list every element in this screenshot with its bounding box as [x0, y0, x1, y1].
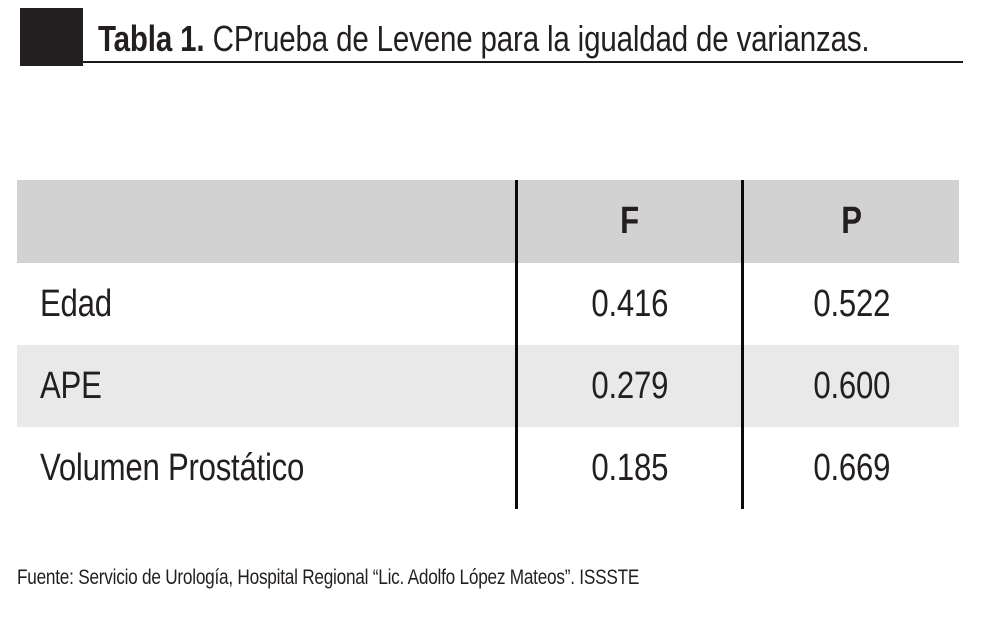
- table-title-text: CPrueba de Levene para la igualdad de va…: [212, 18, 870, 59]
- title-marker-square-icon: [20, 8, 83, 66]
- table-title-number: Tabla 1.: [98, 18, 205, 59]
- table-cell-p: 0.522: [741, 263, 959, 345]
- table-cell-f: 0.185: [515, 427, 741, 509]
- table-header-p: P: [741, 180, 959, 263]
- table-title: Tabla 1. CPrueba de Levene para la iguald…: [98, 18, 870, 60]
- table-cell-p: 0.669: [741, 427, 959, 509]
- table-header-empty: [17, 180, 515, 263]
- levene-table: F P Edad 0.416 0.522 APE 0.279 0.600 Vol…: [17, 180, 959, 509]
- table-header-f: F: [515, 180, 741, 263]
- table-cell-p: 0.600: [741, 345, 959, 427]
- table-row-label: APE: [17, 345, 515, 427]
- source-note-text: Fuente: Servicio de Urología, Hospital R…: [17, 566, 640, 589]
- table-cell-f: 0.279: [515, 345, 741, 427]
- table-row-label: Edad: [40, 282, 112, 325]
- table-cell-f: 0.416: [515, 263, 741, 345]
- table-row-label: Volumen Prostático: [40, 446, 305, 489]
- source-note: Fuente: Servicio de Urología, Hospital R…: [17, 566, 776, 590]
- title-underline: [26, 61, 963, 63]
